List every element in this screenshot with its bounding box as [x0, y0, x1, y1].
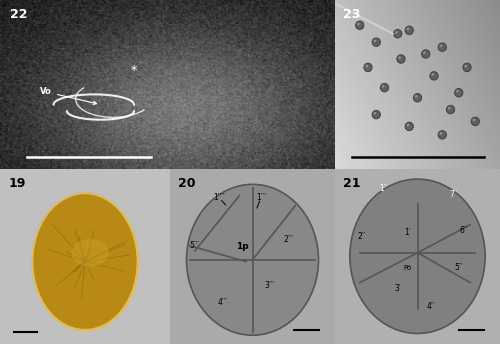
Text: 5′′′: 5′′′ — [190, 240, 200, 249]
Circle shape — [446, 105, 454, 114]
Circle shape — [432, 73, 434, 76]
Circle shape — [414, 94, 422, 102]
Text: *: * — [131, 64, 137, 77]
Text: 1′′′: 1′′′ — [256, 193, 266, 202]
Ellipse shape — [72, 239, 109, 267]
Text: 3′′′: 3′′′ — [264, 281, 274, 290]
Text: 6′′: 6′′ — [460, 226, 468, 236]
Circle shape — [374, 40, 376, 42]
Circle shape — [464, 65, 467, 67]
Circle shape — [405, 122, 413, 131]
Ellipse shape — [32, 193, 138, 330]
Text: 1′: 1′ — [404, 228, 411, 237]
Text: 7′′: 7′′ — [450, 190, 458, 198]
Circle shape — [394, 30, 402, 38]
Circle shape — [472, 119, 475, 121]
Circle shape — [448, 107, 450, 109]
Text: Vo: Vo — [40, 87, 96, 105]
Circle shape — [430, 72, 438, 80]
Circle shape — [454, 88, 463, 97]
Text: 4′′′: 4′′′ — [218, 298, 228, 308]
Circle shape — [438, 43, 446, 51]
Circle shape — [463, 63, 471, 72]
Text: 2′′′: 2′′′ — [284, 235, 294, 244]
Ellipse shape — [186, 184, 318, 335]
Circle shape — [398, 56, 401, 59]
Circle shape — [415, 95, 418, 98]
Circle shape — [406, 28, 409, 30]
Text: 4′′: 4′′ — [426, 302, 435, 311]
Circle shape — [364, 63, 372, 72]
Text: 1′′′′: 1′′′′ — [214, 193, 226, 202]
Circle shape — [406, 124, 409, 126]
Circle shape — [405, 26, 413, 34]
Text: 23: 23 — [343, 8, 360, 21]
Circle shape — [366, 65, 368, 67]
Circle shape — [440, 132, 442, 135]
Circle shape — [372, 38, 380, 46]
Circle shape — [397, 55, 405, 63]
Text: 20: 20 — [178, 178, 196, 190]
Circle shape — [456, 90, 459, 93]
Text: 5′′: 5′′ — [454, 263, 463, 272]
Circle shape — [372, 110, 380, 119]
Circle shape — [380, 84, 388, 92]
Ellipse shape — [350, 179, 485, 333]
Circle shape — [438, 131, 446, 139]
Circle shape — [395, 31, 398, 34]
Circle shape — [356, 21, 364, 30]
Text: 3′: 3′ — [394, 284, 401, 293]
Text: 1′′: 1′′ — [378, 184, 387, 193]
Circle shape — [423, 51, 426, 54]
Text: 21: 21 — [343, 178, 361, 190]
Text: 1p: 1p — [236, 242, 249, 251]
Circle shape — [374, 112, 376, 115]
Circle shape — [422, 50, 430, 58]
Circle shape — [440, 44, 442, 47]
Text: Po: Po — [404, 265, 411, 271]
Circle shape — [357, 23, 360, 25]
Circle shape — [471, 117, 480, 126]
Circle shape — [382, 85, 384, 88]
Text: 19: 19 — [8, 178, 26, 190]
Text: 22: 22 — [10, 8, 28, 21]
Text: 2′′: 2′′ — [358, 232, 366, 241]
